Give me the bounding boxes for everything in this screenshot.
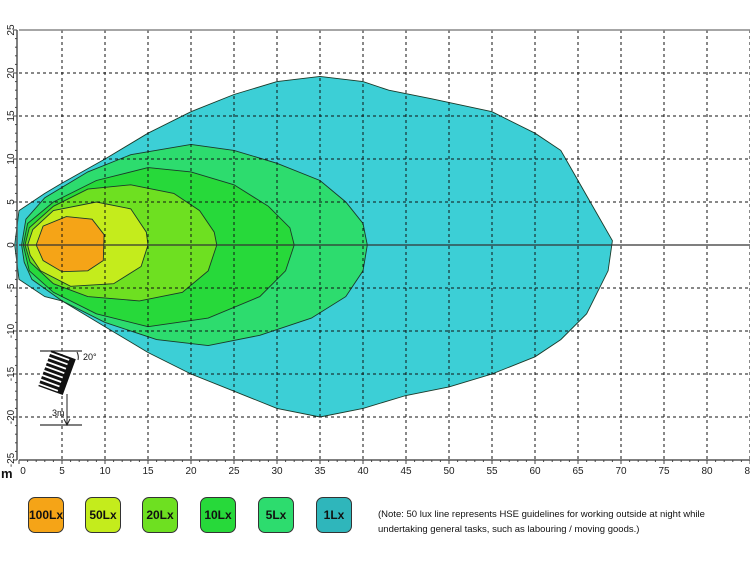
- x-tick-label: 20: [185, 466, 197, 477]
- y-tick-label: 5: [6, 199, 17, 205]
- x-tick-label: 0: [20, 466, 26, 477]
- x-tick-label: 50: [443, 466, 455, 477]
- x-tick-label: 15: [142, 466, 154, 477]
- tilt-arc: [76, 351, 79, 361]
- legend-item-20Lx: 20Lx: [142, 497, 178, 533]
- y-tick-label: 20: [6, 67, 17, 79]
- x-tick-label: 60: [529, 466, 541, 477]
- x-tick-label: 85: [744, 466, 750, 477]
- x-tick-label: 65: [572, 466, 584, 477]
- y-tick-label: 10: [6, 153, 17, 165]
- x-tick-label: 55: [486, 466, 498, 477]
- light-mount-diagram: 3m 20°: [36, 350, 97, 427]
- note-line-2: undertaking general tasks, such as labou…: [378, 524, 640, 535]
- x-tick-label: 10: [99, 466, 111, 477]
- axes-layer: 0510152025303540455055606570758085252015…: [6, 24, 750, 477]
- y-tick-label: -25: [6, 452, 17, 467]
- light-bar-icon: [36, 350, 76, 395]
- x-tick-label: 5: [59, 466, 65, 477]
- legend-item-100Lx: 100Lx: [28, 497, 64, 533]
- contour-100Lx: [35, 216, 105, 273]
- y-tick-label: -5: [6, 283, 17, 292]
- x-tick-label: 40: [357, 466, 369, 477]
- y-tick-label: 0: [6, 242, 17, 248]
- contour-layer: [14, 75, 613, 418]
- mount-height-label: 3m: [52, 408, 65, 418]
- y-tick-label: -20: [6, 409, 17, 424]
- legend-item-5Lx: 5Lx: [258, 497, 294, 533]
- y-tick-label: -10: [6, 323, 17, 338]
- y-tick-label: 15: [6, 110, 17, 122]
- x-tick-label: 75: [658, 466, 670, 477]
- legend-item-50Lx: 50Lx: [85, 497, 121, 533]
- y-tick-label: 25: [6, 24, 17, 36]
- legend-item-10Lx: 10Lx: [200, 497, 236, 533]
- x-tick-label: 25: [228, 466, 240, 477]
- hse-note: (Note: 50 lux line represents HSE guidel…: [378, 507, 705, 537]
- note-line-1: (Note: 50 lux line represents HSE guidel…: [378, 509, 705, 520]
- x-tick-label: 80: [701, 466, 713, 477]
- y-tick-label: -15: [6, 366, 17, 381]
- isolux-plot: 0510152025303540455055606570758085252015…: [1, 24, 750, 481]
- unit-label: m: [1, 466, 13, 481]
- tilt-angle-label: 20°: [83, 352, 97, 362]
- x-tick-label: 30: [271, 466, 283, 477]
- x-tick-label: 45: [400, 466, 412, 477]
- x-tick-label: 35: [314, 466, 326, 477]
- legend-item-1Lx: 1Lx: [316, 497, 352, 533]
- height-arrow-head: [63, 418, 71, 427]
- x-tick-label: 70: [615, 466, 627, 477]
